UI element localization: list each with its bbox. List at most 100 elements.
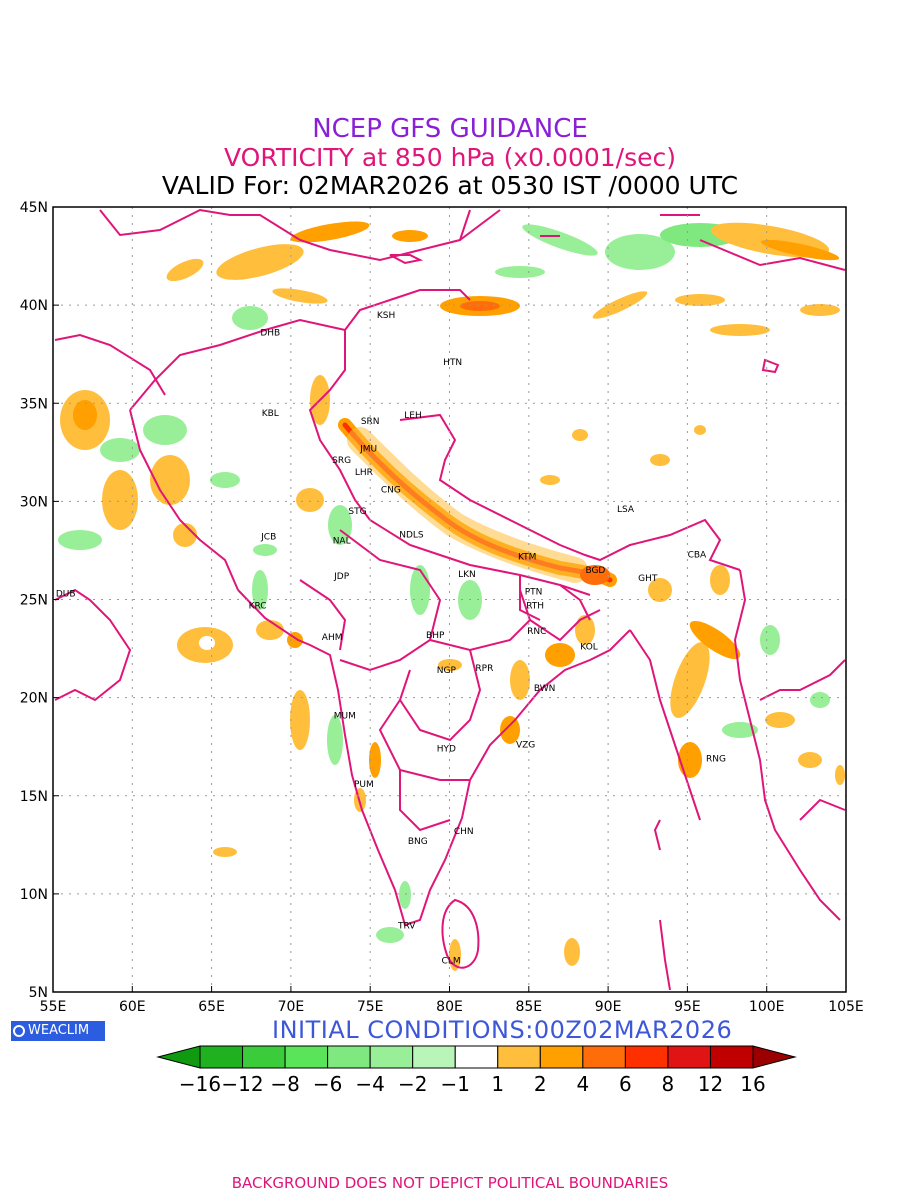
city-label-lhr: LHR bbox=[355, 468, 373, 478]
title-valid-time: VALID For: 02MAR2026 at 0530 IST /0000 U… bbox=[161, 171, 739, 200]
x-tick-label: 100E bbox=[749, 999, 785, 1015]
city-label-ktm: KTM bbox=[518, 552, 536, 562]
colorbar-label: −4 bbox=[355, 1072, 385, 1096]
city-label-jdp: JDP bbox=[333, 572, 350, 582]
city-label-trv: TRV bbox=[397, 921, 416, 931]
city-label-lkn: LKN bbox=[458, 570, 476, 580]
city-label-cng: CNG bbox=[381, 486, 401, 496]
city-label-kbl: KBL bbox=[262, 409, 279, 419]
city-label-jmu: JMU bbox=[359, 444, 377, 454]
colorbar-cell bbox=[582, 1045, 626, 1069]
x-tick-label: 85E bbox=[515, 999, 542, 1015]
colorbar-cell bbox=[242, 1045, 286, 1069]
y-tick-label: 45N bbox=[20, 200, 48, 216]
colorbar-label: 12 bbox=[697, 1072, 724, 1096]
city-label-nal: NAL bbox=[333, 537, 351, 547]
y-tick-label: 10N bbox=[20, 887, 48, 903]
city-label-lsa: LSA bbox=[617, 505, 635, 515]
colorbar-cell bbox=[327, 1045, 371, 1069]
y-tick-label: 5N bbox=[29, 985, 48, 1001]
city-label-kol: KOL bbox=[580, 643, 598, 653]
colorbar-label: 1 bbox=[491, 1072, 505, 1096]
colorbar-label: −12 bbox=[221, 1072, 264, 1096]
colorbar-label: −6 bbox=[312, 1072, 343, 1096]
logo-circle-icon bbox=[13, 1025, 25, 1037]
graticule bbox=[53, 207, 846, 992]
y-tick-label: 25N bbox=[20, 593, 48, 609]
city-label-htn: HTN bbox=[443, 358, 462, 368]
y-tick-label: 20N bbox=[20, 691, 48, 707]
city-labels: KSH DHB HTN KBL SRN LEH JMU SRG LHR CNG LSA STG JCB N… bbox=[56, 311, 726, 967]
colorbar-label: 2 bbox=[533, 1072, 547, 1096]
colorbar-cell bbox=[199, 1045, 244, 1069]
city-label-ght: GHT bbox=[638, 574, 658, 584]
colorbar bbox=[156, 1045, 797, 1069]
colorbar-label: 16 bbox=[740, 1072, 766, 1096]
city-label-srg: SRG bbox=[332, 456, 351, 466]
city-label-dhb: DHB bbox=[260, 329, 280, 339]
city-label-ngp: NGP bbox=[437, 666, 457, 676]
colorbar-label: 6 bbox=[619, 1072, 632, 1096]
title-model: NCEP GFS GUIDANCE bbox=[312, 114, 588, 144]
colorbar-label: −1 bbox=[440, 1072, 470, 1096]
city-label-rnc: RNC bbox=[527, 627, 546, 637]
city-label-ptn: PTN bbox=[525, 588, 543, 598]
title-variable: VORTICITY at 850 hPa (x0.0001/sec) bbox=[223, 143, 676, 172]
x-tick-label: 55E bbox=[40, 999, 67, 1015]
colorbar-cell bbox=[667, 1045, 711, 1069]
city-label-bwn: BWN bbox=[534, 684, 556, 694]
city-label-srn: SRN bbox=[361, 417, 380, 427]
colorbar-label: −8 bbox=[270, 1072, 300, 1096]
x-tick-label: 70E bbox=[278, 999, 305, 1015]
x-tick-label: 80E bbox=[436, 999, 463, 1015]
colorbar-label: −16 bbox=[178, 1072, 222, 1096]
city-label-ndls: NDLS bbox=[399, 531, 424, 541]
city-label-pum: PUM bbox=[354, 780, 374, 790]
y-tick-label: 35N bbox=[20, 396, 48, 412]
x-tick-label: 65E bbox=[198, 999, 225, 1015]
city-label-rth: RTH bbox=[526, 601, 544, 611]
x-tick-label: 90E bbox=[595, 999, 622, 1015]
vorticity-shading bbox=[58, 221, 845, 971]
colorbar-cell bbox=[284, 1045, 329, 1069]
weaclim-logo: WEACLIM bbox=[11, 1021, 105, 1041]
city-label-chn: CHN bbox=[454, 827, 474, 837]
colorbar-cell bbox=[369, 1045, 414, 1069]
city-label-leh: LEH bbox=[404, 411, 421, 421]
city-label-rng: RNG bbox=[706, 754, 726, 764]
city-label-bgd: BGD bbox=[585, 566, 605, 576]
x-tick-label: 105E bbox=[828, 999, 864, 1015]
x-tick-label: 75E bbox=[357, 999, 384, 1015]
colorbar-cell bbox=[539, 1045, 584, 1069]
colorbar-cell bbox=[454, 1045, 499, 1069]
city-label-bhp: BHP bbox=[426, 631, 445, 641]
city-label-jcb: JCB bbox=[260, 533, 276, 543]
colorbar-label: 8 bbox=[661, 1072, 675, 1096]
colorbar-label: −2 bbox=[397, 1072, 428, 1096]
city-label-stg: STG bbox=[348, 507, 366, 517]
boundary-lines bbox=[54, 208, 846, 991]
city-label-rpr: RPR bbox=[475, 664, 493, 674]
city-label-krc: KRC bbox=[249, 601, 267, 611]
longitude-tick-labels: 55E 60E 65E 70E 75E 80E 85E 90E 95E 100E 105E bbox=[40, 986, 864, 1015]
city-label-clm: CLM bbox=[442, 957, 461, 967]
colorbar-cell bbox=[709, 1045, 754, 1069]
disclaimer-footer: BACKGROUND DOES NOT DEPICT POLITICAL BOU… bbox=[231, 1174, 669, 1192]
latitude-tick-labels: 45N 40N 35N 30N 25N 20N 15N 10N 5N bbox=[20, 200, 59, 1001]
city-label-dub: DUB bbox=[56, 590, 76, 600]
city-label-mum: MUM bbox=[334, 711, 356, 721]
y-tick-label: 15N bbox=[20, 789, 48, 805]
colorbar-cell bbox=[412, 1045, 456, 1069]
logo-text: WEACLIM bbox=[28, 1023, 90, 1038]
city-label-bng: BNG bbox=[408, 837, 428, 847]
city-label-ahm: AHM bbox=[322, 633, 343, 643]
colorbar-cell bbox=[497, 1045, 541, 1069]
colorbar-max-triangle bbox=[752, 1045, 797, 1069]
y-tick-label: 40N bbox=[20, 298, 48, 314]
city-label-ksh: KSH bbox=[377, 311, 395, 321]
city-label-hyd: HYD bbox=[437, 745, 456, 755]
x-tick-label: 95E bbox=[674, 999, 701, 1015]
colorbar-min-triangle bbox=[156, 1045, 201, 1069]
initial-conditions-label: INITIAL CONDITIONS:00Z02MAR2026 bbox=[272, 1016, 733, 1044]
